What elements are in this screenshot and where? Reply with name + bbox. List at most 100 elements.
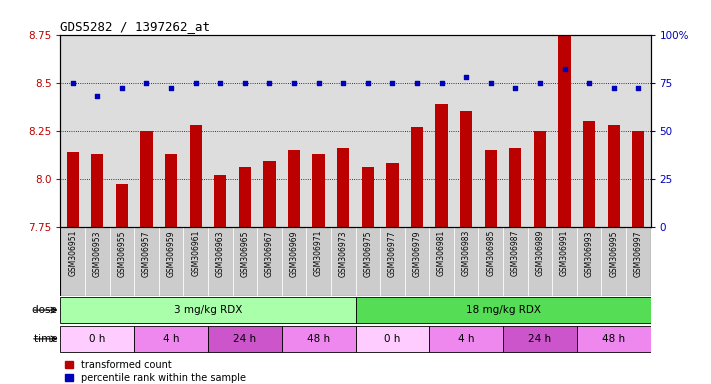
Text: GSM306997: GSM306997 [634,230,643,276]
Point [411,79,422,86]
Bar [190,125,202,227]
Bar [232,227,257,296]
Bar [356,326,429,352]
Point [190,79,201,86]
Bar [386,163,399,227]
Point [166,85,177,91]
Bar [208,227,232,296]
Bar [362,167,374,227]
Text: GSM306951: GSM306951 [68,230,77,276]
Bar [183,227,208,296]
Bar [435,104,448,227]
Bar [460,111,472,227]
Bar [60,297,356,323]
Bar [67,152,79,227]
Bar [577,326,651,352]
Bar [109,227,134,296]
Text: GSM306953: GSM306953 [93,230,102,276]
Text: 18 mg/kg RDX: 18 mg/kg RDX [466,305,540,315]
Text: 48 h: 48 h [602,334,625,344]
Text: time: time [33,334,60,344]
Bar [282,227,306,296]
Bar [602,227,626,296]
Bar [337,148,349,227]
Point [534,79,545,86]
Bar [528,227,552,296]
Text: GSM306973: GSM306973 [338,230,348,276]
Bar [405,227,429,296]
Point [239,79,250,86]
Bar [509,148,521,227]
Text: GSM306995: GSM306995 [609,230,618,276]
Bar [263,161,276,227]
Bar [454,227,479,296]
Point [338,79,349,86]
Bar [312,154,325,227]
Bar [429,326,503,352]
Text: dose: dose [32,305,60,315]
Text: GSM306965: GSM306965 [240,230,250,276]
Bar [583,121,595,227]
Bar [91,154,104,227]
Text: GSM306981: GSM306981 [437,230,446,276]
Bar [159,227,183,296]
Point [289,79,300,86]
Bar [577,227,602,296]
Text: 0 h: 0 h [384,334,400,344]
Bar [239,167,251,227]
Text: GSM306969: GSM306969 [289,230,299,276]
Bar [356,297,651,323]
Text: GSM306957: GSM306957 [142,230,151,276]
Bar [214,175,226,227]
Bar [485,150,497,227]
Point [362,79,373,86]
Text: GSM306961: GSM306961 [191,230,201,276]
Bar [479,227,503,296]
Bar [503,326,577,352]
Point [387,79,398,86]
Bar [429,227,454,296]
Text: 48 h: 48 h [307,334,330,344]
Text: 3 mg/kg RDX: 3 mg/kg RDX [173,305,242,315]
Text: 0 h: 0 h [89,334,105,344]
Point [116,85,127,91]
Text: GDS5282 / 1397262_at: GDS5282 / 1397262_at [60,20,210,33]
Bar [134,227,159,296]
Bar [208,326,282,352]
Point [436,79,447,86]
Bar [503,227,528,296]
Bar [134,326,208,352]
Bar [140,131,153,227]
Text: GSM306985: GSM306985 [486,230,496,276]
Bar [607,125,620,227]
Point [510,85,521,91]
Point [461,74,472,80]
Text: 4 h: 4 h [163,334,179,344]
Text: GSM306977: GSM306977 [388,230,397,276]
Text: GSM306971: GSM306971 [314,230,323,276]
Text: 24 h: 24 h [233,334,257,344]
Text: GSM306979: GSM306979 [412,230,422,276]
Text: GSM306959: GSM306959 [166,230,176,276]
Bar [282,326,356,352]
Bar [534,131,546,227]
Point [67,79,78,86]
Point [215,79,226,86]
Bar [558,35,571,227]
Bar [60,326,134,352]
Text: GSM306987: GSM306987 [510,230,520,276]
Bar [60,227,85,296]
Bar [411,127,423,227]
Point [633,85,644,91]
Bar [632,131,644,227]
Text: GSM306963: GSM306963 [215,230,225,276]
Bar [116,184,128,227]
Point [92,93,103,99]
Point [608,85,619,91]
Bar [165,154,177,227]
Text: GSM306967: GSM306967 [265,230,274,276]
Point [559,66,570,72]
Point [584,79,595,86]
Bar [85,227,109,296]
Point [141,79,152,86]
